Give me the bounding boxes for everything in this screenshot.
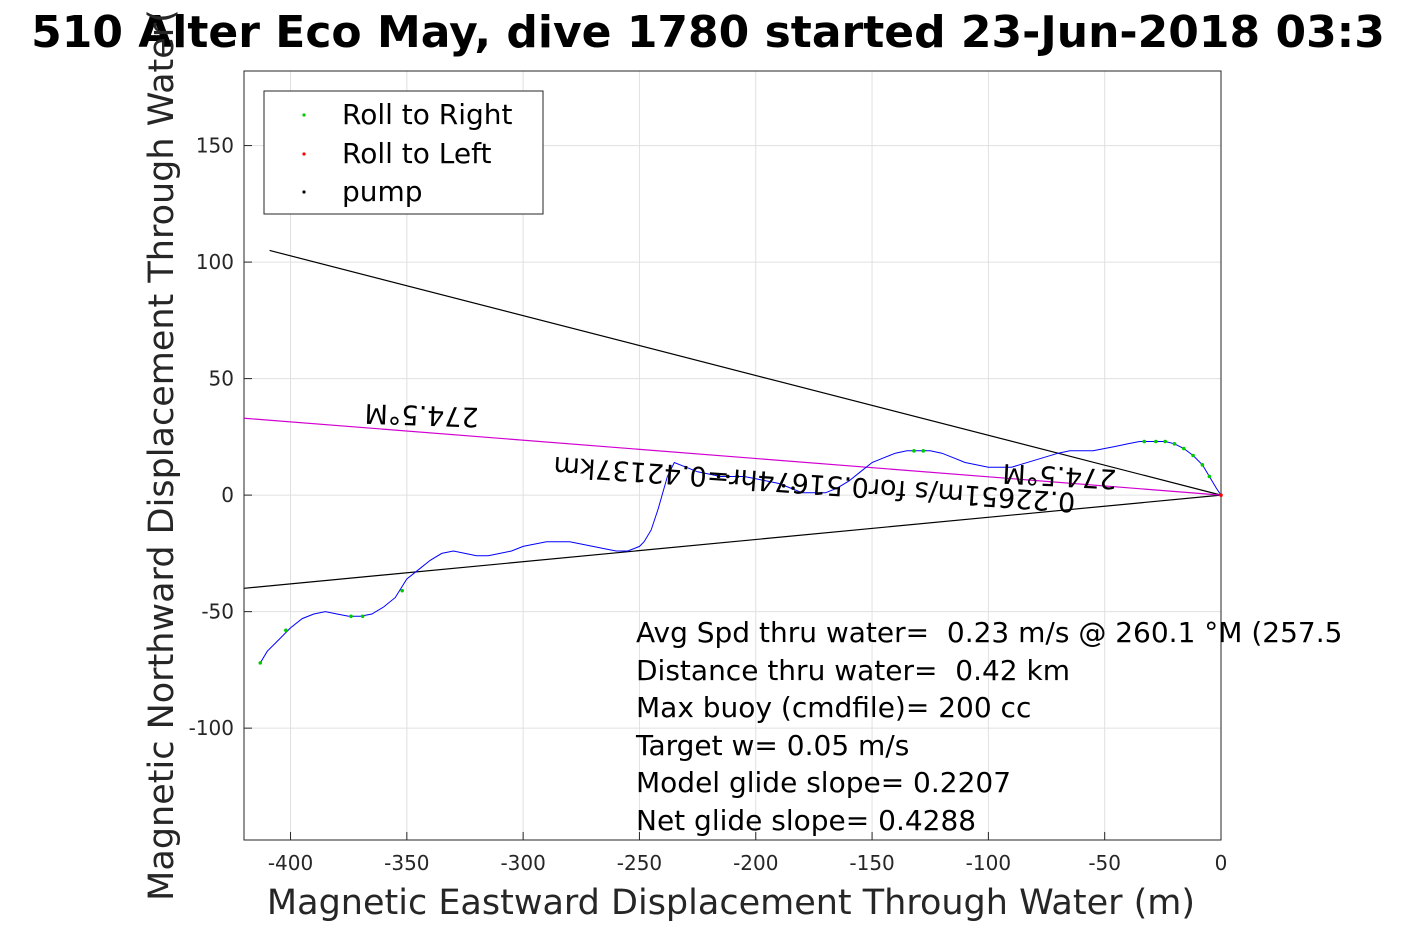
pump-point	[726, 474, 730, 479]
x-tick-label: -100	[966, 851, 1011, 875]
grid	[244, 71, 1222, 840]
reference-line-upper	[269, 249, 1222, 496]
legend: Roll to Right Roll to Left pump	[263, 90, 544, 215]
roll-right-point	[400, 588, 404, 593]
legend-marker-pump	[302, 190, 306, 194]
roll-right-point	[258, 661, 263, 665]
x-tick-label: -300	[500, 851, 545, 875]
roll-right-point	[1163, 439, 1167, 444]
roll-right-point	[1181, 446, 1186, 451]
legend-label-pump: pump	[342, 175, 423, 208]
roll-right-point	[1172, 442, 1177, 446]
reference-line-avg	[243, 417, 1222, 496]
reference-line-lower	[243, 494, 1222, 589]
roll-right-point	[360, 614, 365, 619]
pump-point	[791, 486, 795, 490]
legend-box	[263, 90, 544, 215]
y-tick-label: 50	[209, 367, 234, 391]
roll-right-point	[349, 614, 353, 619]
roll-right-point	[1200, 463, 1205, 467]
legend-marker-roll-right	[302, 113, 306, 117]
x-tick-label: -350	[384, 851, 429, 875]
legend-label-roll-right: Roll to Right	[342, 98, 513, 131]
chart-title: 510 Alter Eco May, dive 1780 started 23-…	[31, 7, 1385, 58]
y-tick-label: -100	[189, 716, 234, 740]
pump-point	[716, 474, 721, 479]
x-axis-ticks: -400 -350 -300 -250 -200 -150 -100 -50 0	[268, 832, 1228, 875]
stat-model-glide: Model glide slope= 0.2207	[636, 766, 1011, 799]
roll-pump-markers	[258, 439, 1223, 665]
stat-max-buoy: Max buoy (cmdfile)= 200 cc	[636, 691, 1031, 724]
stat-avg-speed: Avg Spd thru water= 0.23 m/s @ 260.1 °M …	[636, 616, 1342, 649]
reference-lines	[243, 249, 1222, 589]
y-tick-label: 100	[196, 250, 234, 274]
x-tick-label: -150	[849, 851, 894, 875]
x-tick-label: -200	[733, 851, 778, 875]
legend-marker-roll-left	[302, 152, 306, 156]
roll-left-point	[1219, 493, 1223, 497]
y-axis-label: Magnetic Northward Displacement Through …	[142, 9, 182, 901]
speed-distance-label: 0.22651m/s for0.51674hr=0.42137km	[553, 450, 1077, 517]
x-tick-label: -250	[617, 851, 662, 875]
roll-right-point	[1154, 439, 1158, 444]
roll-right-point	[1191, 453, 1195, 458]
heading-label-upper: 274.5°M	[364, 397, 479, 432]
heading-label-lower: 274.5°M	[1002, 457, 1118, 494]
x-tick-label: 0	[1215, 851, 1228, 875]
roll-right-point	[912, 449, 916, 453]
dive-stats-block: Avg Spd thru water= 0.23 m/s @ 260.1 °M …	[635, 616, 1342, 837]
stat-target-w: Target w= 0.05 m/s	[635, 729, 909, 762]
x-axis-label: Magnetic Eastward Displacement Through W…	[267, 883, 1195, 923]
roll-right-point	[921, 449, 926, 453]
pump-point	[735, 474, 739, 479]
stat-distance: Distance thru water= 0.42 km	[636, 654, 1070, 687]
y-tick-label: 0	[221, 483, 234, 507]
plot-area-frame	[243, 70, 1222, 841]
y-tick-label: -50	[201, 600, 234, 624]
legend-label-roll-left: Roll to Left	[342, 137, 491, 170]
y-axis-ticks: -100 -50 0 50 100 150	[189, 134, 252, 740]
y-tick-label: 150	[196, 134, 234, 158]
roll-right-point	[1142, 439, 1147, 444]
pump-point	[781, 483, 786, 488]
roll-right-point	[1207, 474, 1212, 479]
x-tick-label: -50	[1088, 851, 1121, 875]
roll-right-point	[284, 628, 288, 633]
x-tick-label: -400	[268, 851, 313, 875]
stat-net-glide: Net glide slope= 0.4288	[636, 804, 976, 837]
